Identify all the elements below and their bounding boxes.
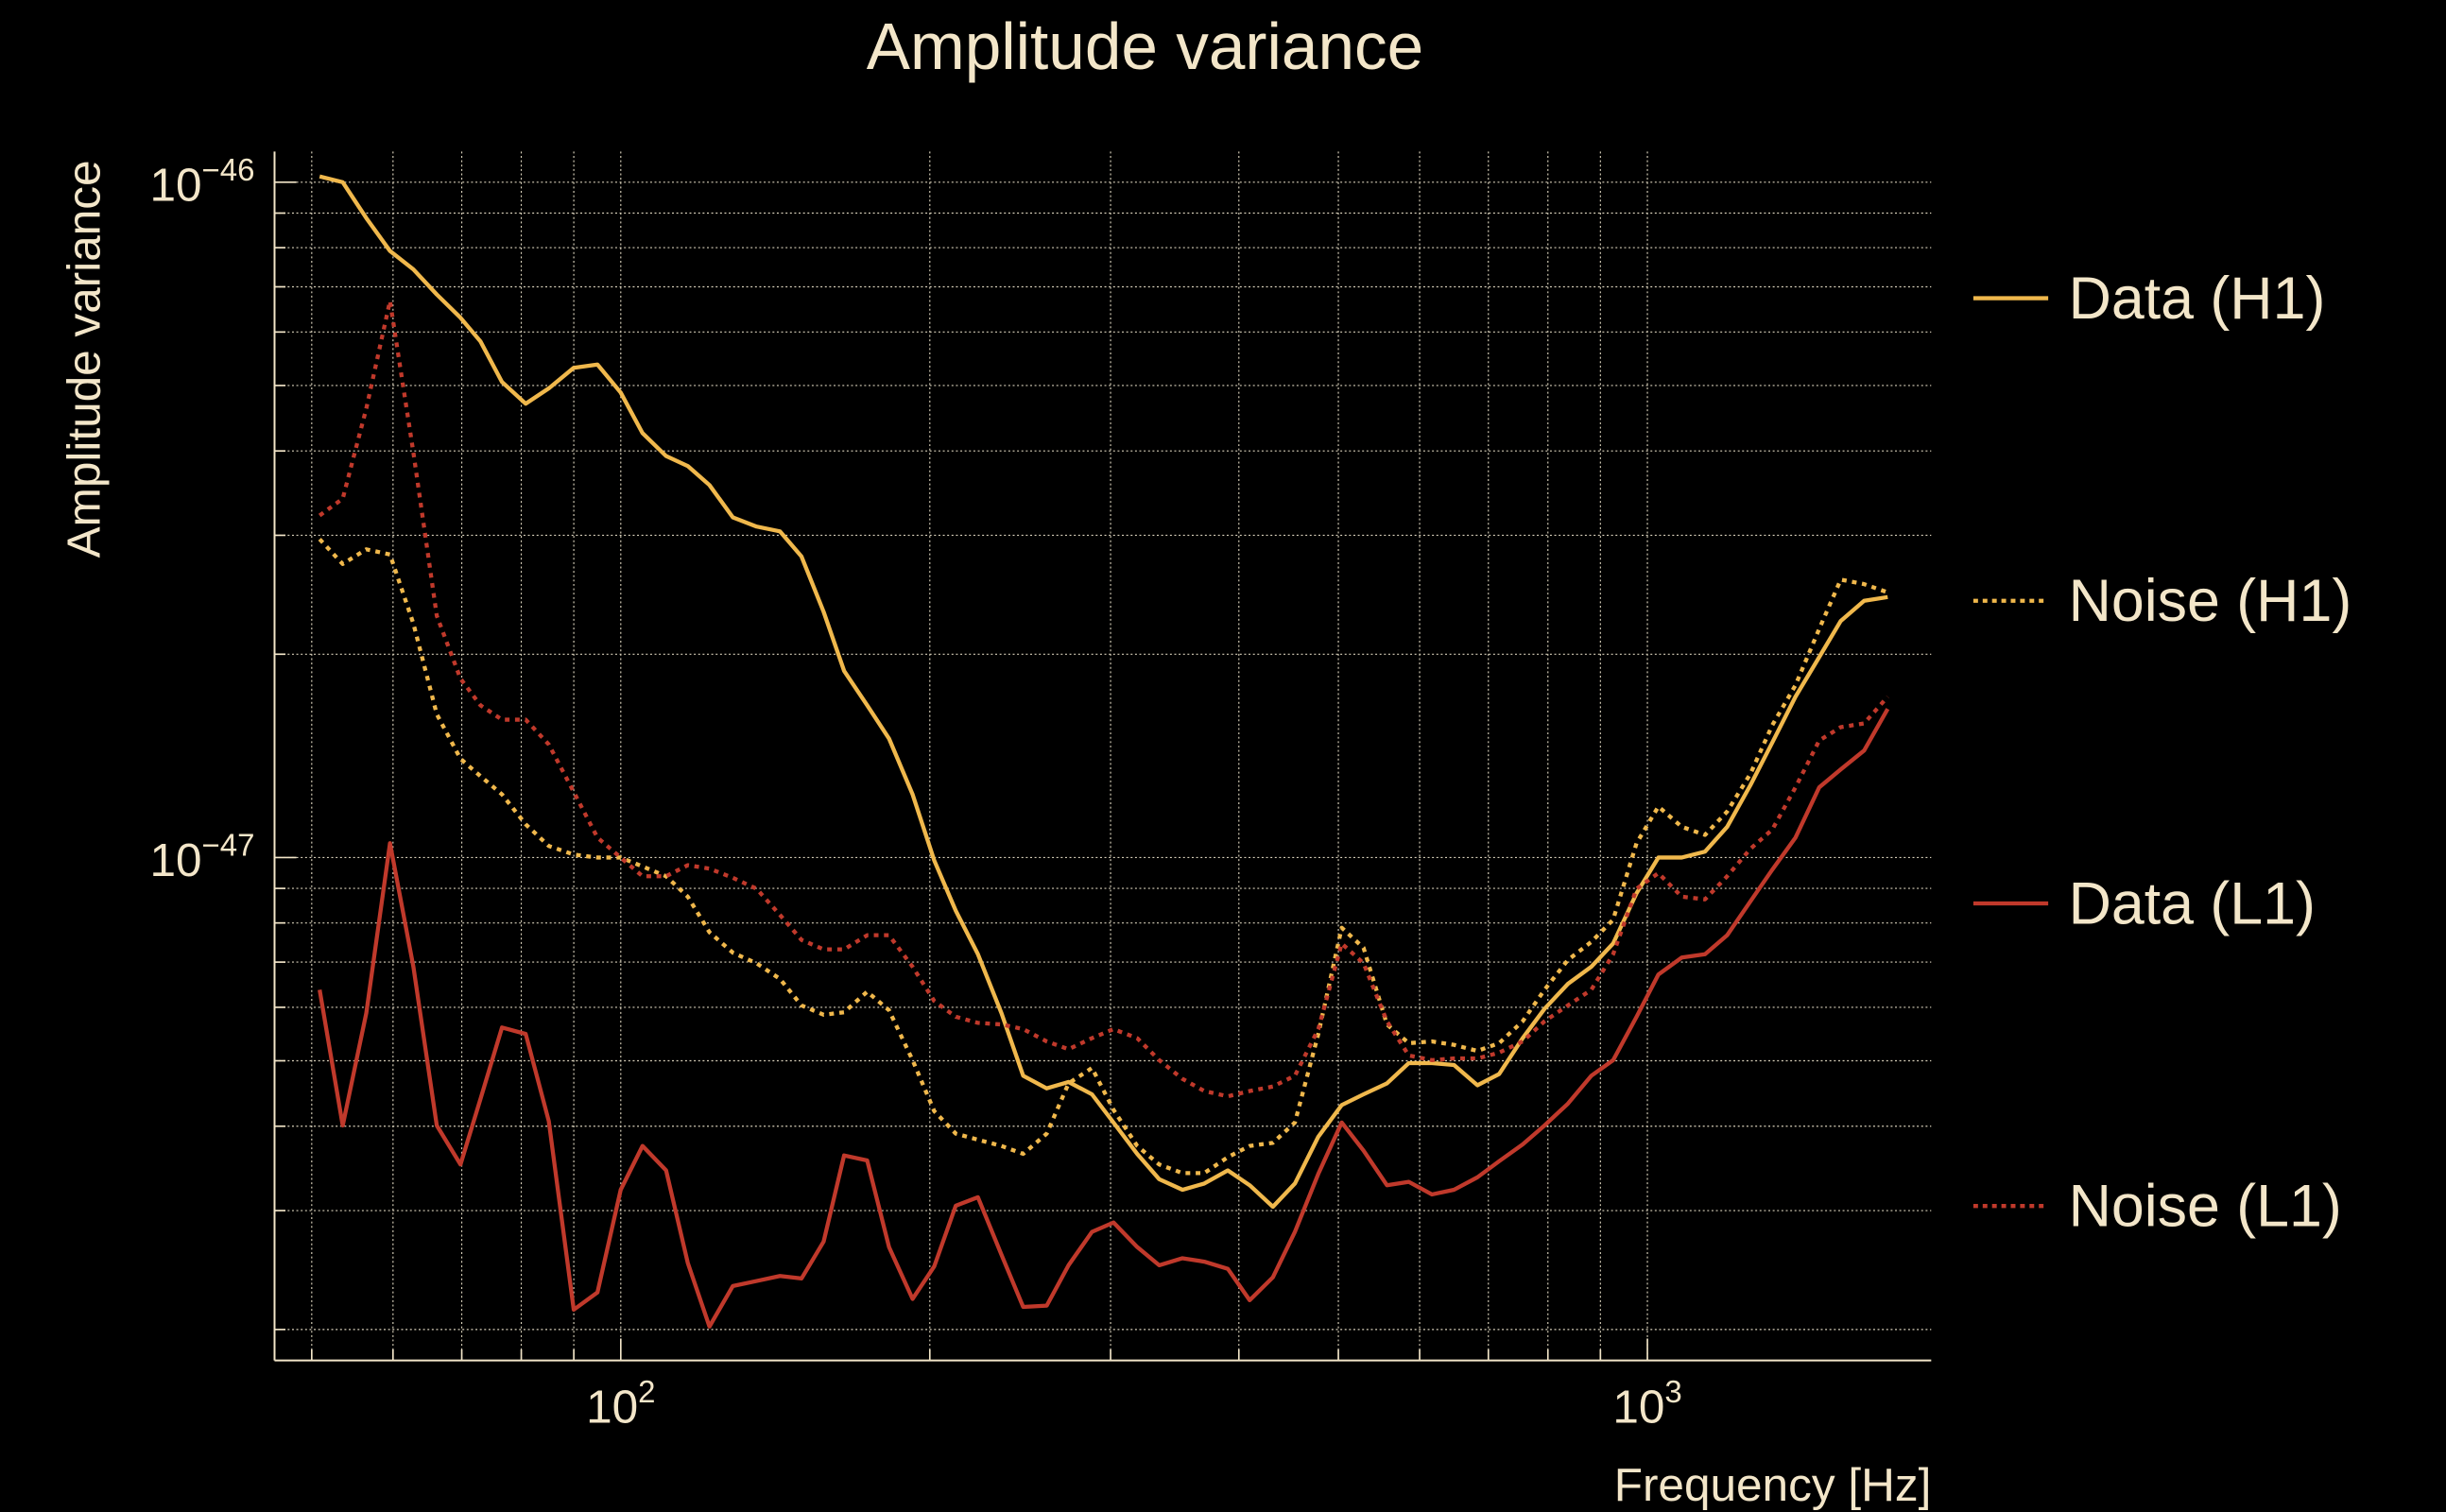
series-line-noise-h1 [318, 538, 1888, 1176]
x-axis-label: Frequency [Hz] [1614, 1459, 1932, 1511]
legend-label: Noise (L1) [2069, 1174, 2342, 1240]
y-tick-base: 10 [149, 160, 201, 212]
y-axis-label: Amplitude variance [59, 160, 111, 558]
x-tick-base: 10 [1612, 1382, 1664, 1434]
grid [274, 151, 1932, 1361]
chart-title: Amplitude variance [867, 9, 1423, 83]
series-line-data-h1 [319, 174, 1888, 1210]
x-tick-label: 102 [586, 1374, 655, 1433]
x-tick-base: 10 [586, 1382, 638, 1434]
series-line-data-l1 [318, 708, 1890, 1329]
legend-label: Data (H1) [2069, 266, 2326, 332]
legend: Data (H1) Noise (H1) Data (L1) Noise (L1) [1972, 266, 2352, 1240]
y-tick-exponent: −47 [202, 828, 255, 863]
y-tick-label: 10−46 [149, 152, 254, 211]
y-tick-base: 10 [149, 834, 201, 886]
x-tick-exponent: 2 [638, 1374, 655, 1409]
x-tick-label: 103 [1612, 1374, 1681, 1433]
legend-label: Data (L1) [2069, 870, 2316, 936]
y-tick-exponent: −46 [202, 152, 255, 187]
y-tick-label: 10−47 [149, 828, 254, 886]
series-group [318, 174, 1890, 1329]
x-tick-exponent: 3 [1664, 1374, 1681, 1409]
series-line-noise-l1 [318, 299, 1889, 1099]
legend-label: Noise (H1) [2069, 568, 2352, 634]
